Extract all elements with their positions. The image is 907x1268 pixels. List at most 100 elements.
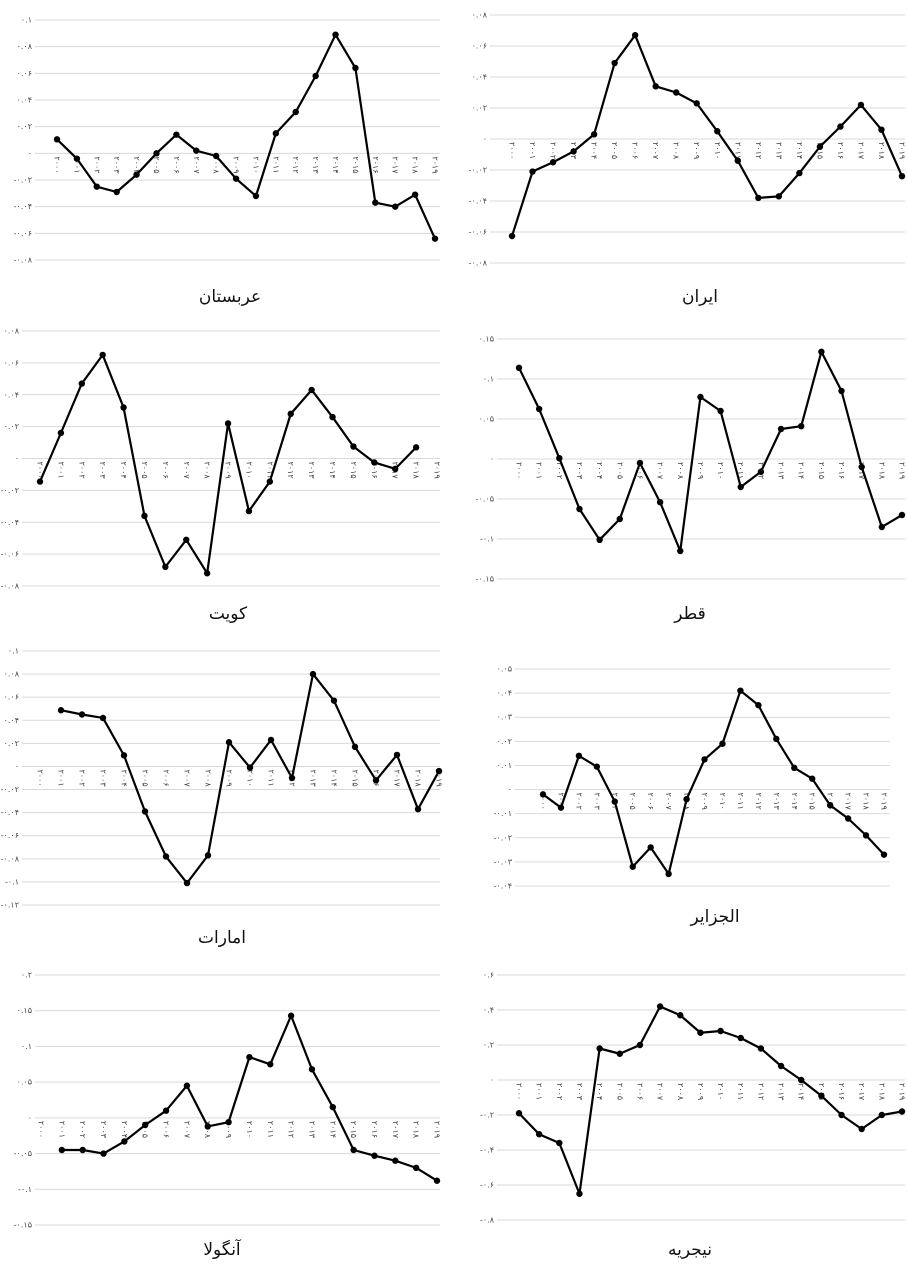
x-tick-label: ۲۰۰۲ [574, 793, 583, 810]
x-tick-label: ۲۰۰۲ [555, 1083, 564, 1100]
x-tick-label: ۲۰۰۴ [132, 156, 141, 173]
x-tick-label: ۲۰۱۳ [311, 156, 320, 174]
x-tick-label: ۲۰۰۱ [535, 462, 544, 479]
x-tick-label: ۲۰۰۷ [183, 769, 192, 787]
data-point [556, 1139, 563, 1147]
data-point [539, 791, 547, 798]
x-tick-label: ۲۰۱۱ [733, 142, 742, 159]
x-tick-label: ۲۰۰۳ [592, 793, 601, 811]
data-point [351, 743, 359, 751]
y-tick-label: ۰ [508, 785, 512, 794]
x-tick-label: ۲۰۰۱ [72, 156, 81, 173]
x-tick-label: ۲۰۰۰ [37, 1121, 46, 1138]
x-tick-label: ۲۰۱۹ [898, 142, 907, 159]
x-tick-label: ۲۰۰۲ [549, 142, 558, 159]
x-tick-label: ۲۰۰۹ [696, 462, 705, 479]
x-tick-label: ۲۰۱۵ [808, 793, 817, 810]
x-tick-label: ۲۰۰۰ [508, 142, 517, 159]
x-tick-label: ۲۰۱۲ [756, 1083, 765, 1100]
y-tick-label: -۰.۴ [480, 1146, 494, 1155]
data-point [225, 1118, 232, 1126]
chart-title: کویت [209, 604, 248, 624]
y-tick-label: -۰.۱۲ [1, 901, 19, 910]
x-tick-label: ۲۰۱۸ [877, 142, 886, 160]
chart-title: عربستان [199, 287, 261, 307]
x-tick-label: ۲۰۰۷ [664, 793, 673, 811]
x-tick-label: ۲۰۰۰ [515, 1083, 524, 1100]
y-tick-label: -۰.۱۵ [476, 575, 494, 584]
y-tick-label: ۰.۱۵ [479, 335, 494, 344]
x-tick-label: ۲۰۰۰ [36, 769, 45, 786]
x-tick-label: ۲۰۰۴ [120, 1121, 129, 1138]
x-tick-label: ۲۰۱۴ [790, 793, 799, 810]
y-tick-label: -۰.۰۴ [14, 202, 32, 211]
data-line [518, 350, 903, 553]
data-point [392, 1157, 399, 1164]
x-tick-label: ۲۰۱۲ [754, 793, 763, 810]
x-tick-label: ۲۰۰۳ [98, 462, 107, 480]
data-point [141, 512, 148, 520]
data-point [656, 499, 664, 506]
data-point [529, 168, 536, 175]
x-tick-label: ۲۰۱۶ [837, 462, 846, 479]
x-tick-label: ۲۰۱۴ [330, 769, 339, 786]
x-tick-label: ۲۰۱۸ [414, 769, 423, 787]
x-tick-label: ۲۰۰۷ [192, 156, 201, 174]
x-tick-label: ۲۰۱۹ [898, 1083, 907, 1100]
data-line [510, 34, 904, 237]
x-tick-label: ۲۰۰۹ [224, 462, 233, 479]
data-point [371, 459, 378, 466]
x-tick-label: ۲۰۰۲ [555, 462, 564, 479]
data-point [818, 348, 825, 355]
data-point [844, 815, 852, 822]
y-tick-label: ۰.۰۶ [472, 42, 487, 51]
data-point [596, 1045, 603, 1052]
x-tick-label: ۲۰۱۶ [371, 156, 380, 173]
x-tick-label: ۲۰۱۳ [774, 142, 783, 160]
data-point [576, 505, 583, 513]
x-tick-label: ۲۰۱۷ [391, 1121, 400, 1139]
x-tick-label: ۲۰۱۵ [817, 1083, 826, 1100]
data-point [737, 687, 744, 694]
data-point [329, 1103, 336, 1111]
data-point [183, 879, 191, 887]
data-point [857, 101, 865, 109]
data-point [392, 465, 399, 473]
data-point [113, 188, 120, 196]
chart-panel: ایران ۰.۰۸ ۰.۰۶ ۰.۰۴ ۰.۰۲ ۰ -۰.۰۲ -۰.۰۴ -۰.۰۶ -۰.… [469, 11, 907, 308]
x-tick-label: ۲۰۱۶ [836, 142, 845, 159]
data-point [576, 1190, 583, 1197]
data-point [557, 804, 565, 811]
y-tick-label: ۰ [28, 149, 32, 158]
data-point [78, 711, 86, 718]
x-tick-label: ۲۰۰۵ [141, 769, 150, 786]
data-point [631, 31, 639, 39]
x-tick-label: ۲۰۰۵ [141, 1121, 150, 1138]
x-tick-label: ۲۰۱۲ [287, 1121, 296, 1138]
data-point [332, 31, 339, 38]
data-point [755, 701, 762, 709]
data-point [121, 1138, 128, 1145]
x-tick-label: ۲۰۱۳ [772, 793, 781, 811]
x-tick-label: ۲۰۱۱ [265, 462, 274, 479]
data-point [737, 483, 744, 491]
x-tick-label: ۲۰۰۵ [615, 1083, 624, 1100]
x-tick-label: ۲۰۱۵ [351, 156, 360, 173]
data-point [133, 171, 140, 178]
data-point [656, 1003, 664, 1010]
data-point [593, 763, 601, 770]
x-tick-label: ۲۰۱۳ [307, 462, 316, 480]
y-tick-label: -۰.۱۵ [14, 1221, 32, 1230]
data-point [636, 459, 644, 467]
data-point [266, 478, 274, 485]
y-tick-label: ۰.۰۵ [497, 665, 512, 674]
data-point [267, 1061, 274, 1068]
data-point [575, 752, 583, 759]
x-tick-label: ۲۰۰۶ [635, 462, 644, 479]
y-tick-label: -۰.۲ [480, 1111, 494, 1120]
y-tick-label: ۰.۰۴ [472, 73, 487, 82]
x-tick-label: ۲۰۱۰ [716, 1083, 725, 1100]
data-point [58, 1146, 66, 1154]
data-point [330, 697, 338, 704]
